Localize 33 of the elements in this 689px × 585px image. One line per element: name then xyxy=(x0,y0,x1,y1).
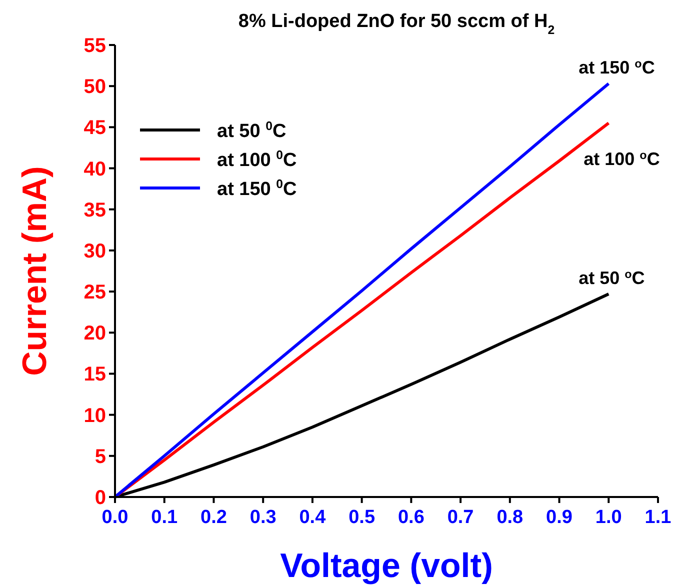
y-tick-label: 5 xyxy=(94,446,106,468)
x-tick-label: 0.6 xyxy=(398,507,424,528)
x-tick-label: 0.2 xyxy=(200,507,227,528)
x-tick-label: 1.0 xyxy=(595,507,622,528)
x-tick-label: 0.4 xyxy=(299,507,326,528)
y-tick-label: 0 xyxy=(94,487,106,509)
y-tick-label: 10 xyxy=(84,404,106,427)
legend-label: at 100 $^{0}$C xyxy=(217,148,298,171)
y-tick-label: 50 xyxy=(84,76,106,98)
x-axis-title: Voltage (volt) xyxy=(280,547,493,585)
y-axis-title: Current (mA) xyxy=(16,166,54,376)
y-tick-label: 25 xyxy=(84,282,106,304)
y-tick-label: 35 xyxy=(84,199,106,222)
x-tick-label: 0.8 xyxy=(496,507,524,528)
x-tick-label: 0.7 xyxy=(447,507,474,528)
annotation: at 100 $^{o}$C xyxy=(584,148,660,170)
x-tick-label: 0.9 xyxy=(546,507,572,528)
y-tick-label: 15 xyxy=(84,364,106,386)
x-tick-label: 0.3 xyxy=(250,507,276,528)
x-tick-label: 0.0 xyxy=(102,507,128,528)
legend-label: at 50 $^{0}$C xyxy=(217,119,286,142)
y-tick-label: 20 xyxy=(84,322,106,345)
annotation: at 150 $^{o}$C xyxy=(578,57,655,78)
chart-title: 8% Li-doped ZnO for 50 sccm of H$_{2}$ xyxy=(238,11,555,37)
x-tick-label: 1.1 xyxy=(644,507,672,528)
legend-label: at 150 $^{0}$C xyxy=(217,177,298,200)
x-tick-label: 0.1 xyxy=(151,507,178,528)
y-tick-label: 45 xyxy=(84,117,106,140)
x-tick-label: 0.5 xyxy=(348,507,376,528)
y-tick-label: 30 xyxy=(84,240,106,262)
y-tick-label: 40 xyxy=(84,158,106,180)
annotation: at 50 $^{o}$C xyxy=(578,268,645,288)
y-tick-label: 55 xyxy=(84,35,106,57)
